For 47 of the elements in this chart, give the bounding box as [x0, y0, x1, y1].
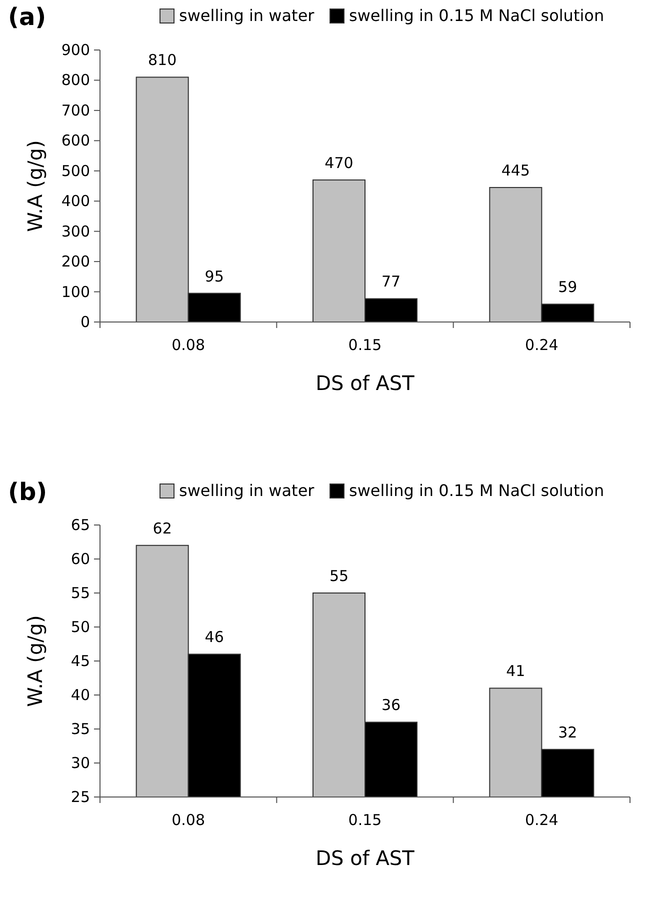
data-label: 59 — [558, 278, 578, 296]
y-tick-label: 0 — [80, 313, 90, 331]
y-axis-title: W.A (g/g) — [23, 615, 47, 707]
y-tick-label: 200 — [61, 252, 90, 271]
legend-label: swelling in water — [179, 6, 315, 25]
y-tick-label: 600 — [61, 132, 90, 150]
y-tick-label: 500 — [61, 162, 90, 180]
y-tick-label: 30 — [70, 754, 90, 772]
y-tick-label: 700 — [61, 101, 90, 120]
y-tick-label: 40 — [70, 686, 90, 704]
y-tick-label: 300 — [61, 222, 90, 240]
x-axis-title: DS of AST — [316, 846, 416, 870]
x-tick-label: 0.24 — [524, 336, 558, 354]
chart-title: (a) — [8, 3, 46, 31]
y-tick-label: 900 — [61, 41, 90, 59]
y-tick-label: 65 — [70, 516, 90, 534]
data-label: 810 — [148, 51, 177, 70]
data-label: 36 — [381, 696, 401, 714]
data-label: 62 — [152, 519, 172, 538]
x-tick-label: 0.08 — [172, 811, 206, 829]
data-label: 55 — [329, 567, 349, 585]
y-tick-label: 35 — [70, 720, 90, 738]
y-axis-title: W.A (g/g) — [23, 140, 47, 232]
x-tick-label: 0.24 — [524, 811, 558, 829]
y-tick-label: 800 — [61, 71, 90, 90]
y-tick-label: 60 — [70, 550, 90, 568]
x-tick-label: 0.08 — [172, 336, 206, 354]
x-tick-label: 0.15 — [348, 811, 382, 829]
legend-label: swelling in 0.15 M NaCl solution — [349, 481, 604, 500]
y-tick-label: 400 — [61, 192, 90, 210]
legend-label: swelling in water — [179, 481, 315, 500]
y-tick-label: 45 — [70, 652, 90, 670]
data-label: 445 — [501, 162, 530, 180]
data-label: 77 — [381, 272, 401, 291]
legend-label: swelling in 0.15 M NaCl solution — [349, 6, 604, 25]
x-tick-label: 0.15 — [348, 336, 382, 354]
data-label: 41 — [506, 662, 526, 680]
data-label: 95 — [204, 267, 224, 286]
x-axis-title: DS of AST — [316, 371, 416, 395]
y-tick-label: 50 — [70, 618, 90, 636]
chart-title: (b) — [8, 478, 48, 506]
y-tick-label: 25 — [70, 788, 90, 806]
data-label: 46 — [204, 628, 224, 646]
y-tick-label: 55 — [70, 584, 90, 602]
data-label: 32 — [558, 723, 578, 742]
data-label: 470 — [324, 154, 354, 172]
y-tick-label: 100 — [61, 282, 90, 301]
